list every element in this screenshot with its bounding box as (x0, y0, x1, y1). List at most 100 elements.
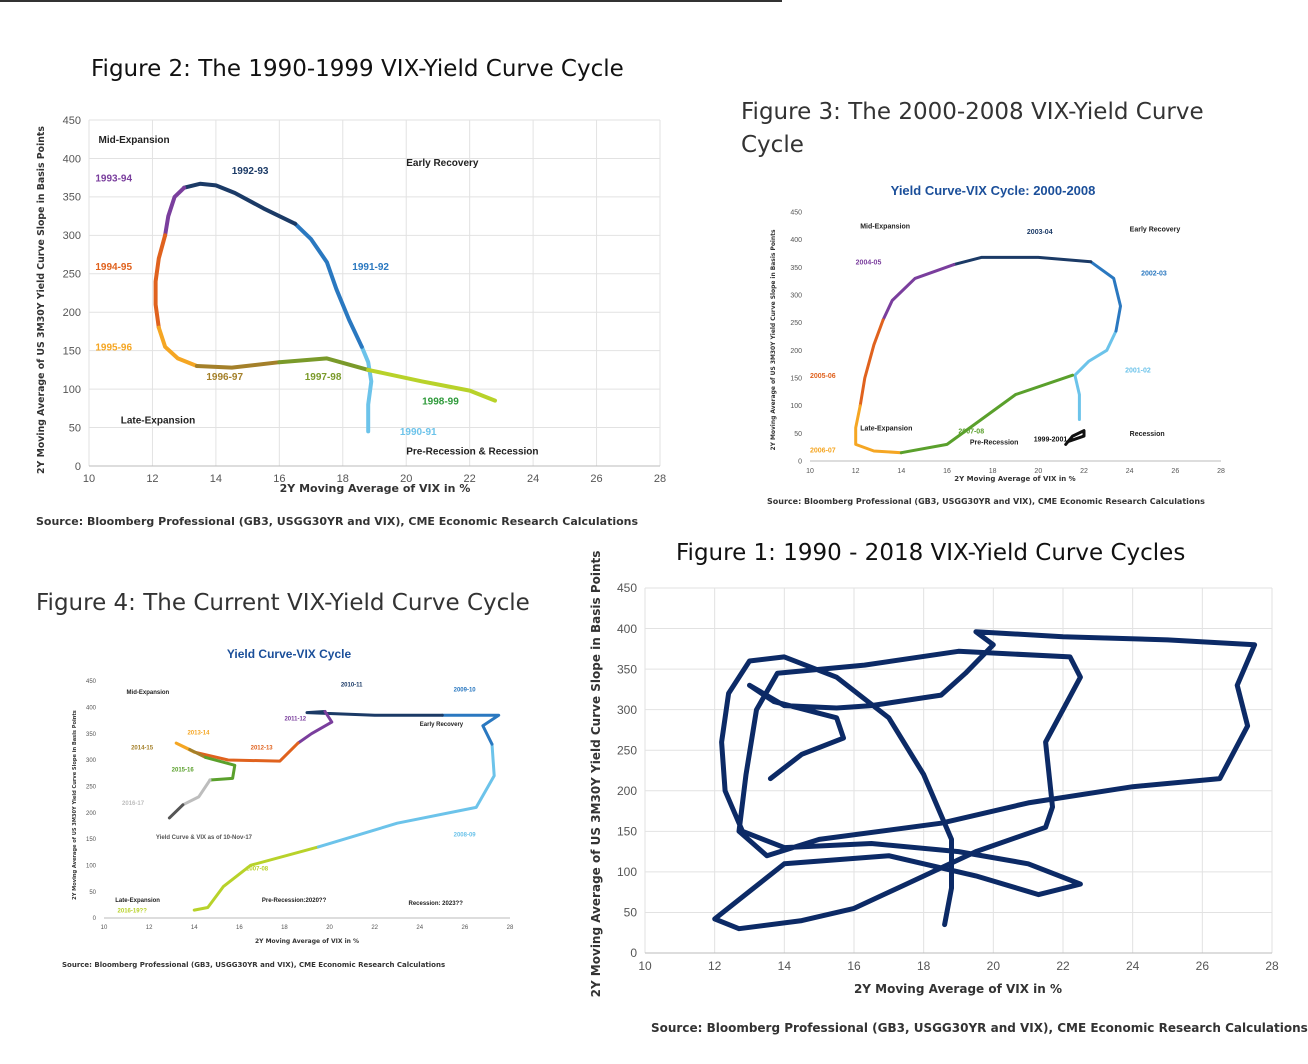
annotation-label: 1992-93 (232, 166, 269, 177)
x-tick-label: 10 (83, 473, 95, 485)
x-tick-label: 26 (590, 473, 602, 485)
series-line-2001-02 (1073, 329, 1118, 421)
x-tick-label: 24 (1126, 959, 1140, 973)
series-line-1995-96 (156, 325, 199, 368)
x-tick-label: 20 (987, 959, 1001, 973)
x-tick-label: 24 (416, 925, 423, 931)
annotation-label: 2010-11 (341, 682, 363, 688)
annotation-label: 2007-08 (958, 428, 984, 435)
annotation-label: 2001-02 (1125, 367, 1151, 374)
series-line-2014-15 (188, 748, 207, 759)
y-tick-label: 100 (617, 865, 637, 879)
annotation-label: Late-Expansion (860, 426, 912, 433)
annotation-label: 2016-19?? (118, 909, 148, 915)
figure-3-title: Figure 3: The 2000-2008 VIX-Yield Curve … (741, 99, 1204, 158)
y-tick-label: 100 (790, 403, 802, 410)
source-note-fig4: Source: Bloomberg Professional (GB3, USG… (62, 961, 446, 969)
series-line-2003-04 (952, 255, 1093, 267)
x-tick-label: 24 (1126, 468, 1134, 475)
annotation-label: 1993-94 (95, 174, 132, 185)
annotation-label: 2006-07 (810, 448, 836, 455)
series-line-2013-14 (174, 741, 196, 754)
annotation-label: 1996-97 (206, 372, 243, 383)
y-tick-label: 400 (617, 622, 637, 636)
y-tick-label: 150 (63, 346, 81, 358)
y-tick-label: 450 (63, 115, 81, 127)
y-tick-label: 400 (86, 705, 97, 711)
annotation-label: 1991-92 (352, 262, 389, 273)
y-tick-label: 150 (86, 837, 97, 843)
x-axis-label: 2Y Moving Average of VIX in % (280, 482, 471, 495)
annotation-label: 2011-12 (284, 717, 306, 723)
x-tick-label: 12 (708, 959, 722, 973)
y-tick-label: 350 (86, 732, 97, 738)
x-tick-label: 10 (638, 959, 652, 973)
x-tick-label: 10 (806, 468, 814, 475)
y-axis-label: 2Y Moving Average of US 3M30Y Yield Curv… (589, 551, 603, 998)
y-tick-label: 250 (790, 320, 802, 327)
series-line-yield-curve-vix-as-of-10-nov-17 (167, 803, 185, 820)
annotation-label: 2004-05 (856, 260, 882, 267)
series-line-1990-91 (359, 344, 374, 434)
y-tick-label: 300 (63, 230, 81, 242)
x-axis-label: 2Y Moving Average of VIX in % (954, 475, 1075, 483)
y-tick-label: 100 (63, 384, 81, 396)
annotation-label: 1997-98 (305, 372, 342, 383)
y-tick-label: 450 (86, 679, 97, 685)
x-tick-label: 14 (897, 468, 905, 475)
x-tick-label: 28 (1265, 959, 1279, 973)
series-line-1994-95 (153, 233, 168, 330)
annotation-label: 2014-15 (131, 745, 154, 751)
annotation-label: 1998-99 (422, 396, 459, 407)
x-tick-label: 20 (400, 473, 412, 485)
source-note-fig1: Source: Bloomberg Professional (GB3, USG… (651, 1021, 1308, 1035)
x-tick-label: 26 (462, 925, 469, 931)
series-line-1990-2018 (712, 629, 1258, 932)
annotation-label: 2013-14 (187, 731, 210, 737)
series-line-2011-12 (296, 710, 334, 745)
annotation-label: 1999-2001 (1034, 437, 1068, 444)
x-tick-label: 14 (778, 959, 792, 973)
series-line-2010-11 (305, 710, 444, 717)
y-tick-label: 450 (617, 581, 637, 595)
series-line-2009-10 (440, 713, 501, 746)
y-tick-label: 250 (617, 743, 637, 757)
annotation-label: 2002-03 (1141, 271, 1167, 278)
chart-title: Yield Curve-VIX Cycle: 2000-2008 (891, 183, 1096, 198)
source-note-fig2: Source: Bloomberg Professional (GB3, USG… (36, 515, 639, 528)
series-line-2007-08 (899, 373, 1075, 455)
annotation-label: Mid-Expansion (860, 224, 910, 231)
x-tick-label: 12 (852, 468, 860, 475)
y-tick-label: 400 (63, 153, 81, 165)
annotation-label: Recession (1130, 431, 1165, 438)
x-axis-label: 2Y Moving Average of VIX in % (255, 938, 359, 945)
y-tick-label: 350 (617, 662, 637, 676)
x-tick-label: 18 (337, 473, 349, 485)
y-tick-label: 200 (790, 348, 802, 355)
series-line-1991-92 (293, 221, 364, 349)
annotation-label: 2003-04 (1027, 229, 1053, 236)
annotation-label: 2012-13 (251, 745, 274, 751)
y-tick-label: 200 (617, 784, 637, 798)
annotation-label: Yield Curve & VIX as of 10-Nov-17 (156, 835, 253, 841)
x-axis-label: 2Y Moving Average of VIX in % (854, 982, 1062, 996)
y-tick-label: 200 (86, 811, 97, 817)
series-line-2002-03 (1089, 260, 1122, 333)
x-tick-label: 18 (989, 468, 997, 475)
annotation-label: Mid-Expansion (99, 135, 170, 146)
x-tick-label: 26 (1196, 959, 1210, 973)
series-line-2005-06 (858, 318, 885, 408)
y-tick-label: 300 (617, 703, 637, 717)
annotation-label: 2005-06 (810, 373, 836, 380)
y-tick-label: 300 (86, 758, 97, 764)
annotation-label: Recession: 2023?? (409, 901, 464, 907)
series-line-2015-16 (204, 755, 237, 782)
x-tick-label: 24 (527, 473, 539, 485)
annotation-label: Early Recovery (406, 158, 479, 169)
annotation-label: 2016-17 (122, 801, 145, 807)
annotation-label: Early Recovery (420, 722, 464, 728)
x-tick-label: 16 (236, 925, 243, 931)
